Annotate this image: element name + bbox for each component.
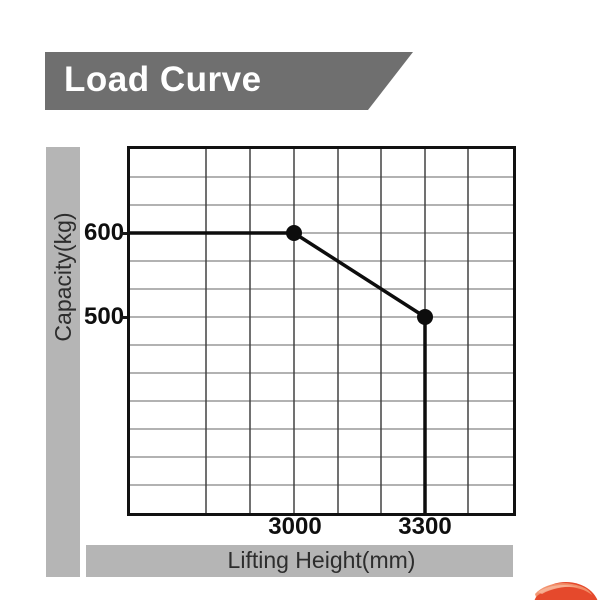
data-point-marker: [286, 225, 302, 241]
x-tick-label-3000: 3000: [268, 513, 322, 540]
y-tick-label-600: 600: [84, 219, 125, 246]
load-curve-line: [130, 231, 427, 513]
load-curve-chart: [130, 149, 513, 513]
y-axis-label: Capacity(kg): [50, 212, 76, 342]
data-point-marker: [417, 309, 433, 325]
y-tick-mark-600: [120, 232, 128, 235]
chart-plot-area: [127, 146, 516, 516]
x-tick-label-3300: 3300: [398, 513, 452, 540]
section-title: Load Curve: [64, 59, 262, 99]
section-banner: Load Curve: [45, 52, 413, 110]
brand-logo-icon: [534, 582, 598, 600]
y-axis-label-bar: Capacity(kg): [46, 147, 80, 577]
y-tick-mark-500: [120, 316, 128, 319]
y-tick-label-500: 500: [84, 303, 125, 330]
x-axis-label: Lifting Height(mm): [227, 547, 416, 573]
grid-lines: [130, 149, 513, 513]
x-axis-label-bar: Lifting Height(mm): [86, 545, 513, 577]
